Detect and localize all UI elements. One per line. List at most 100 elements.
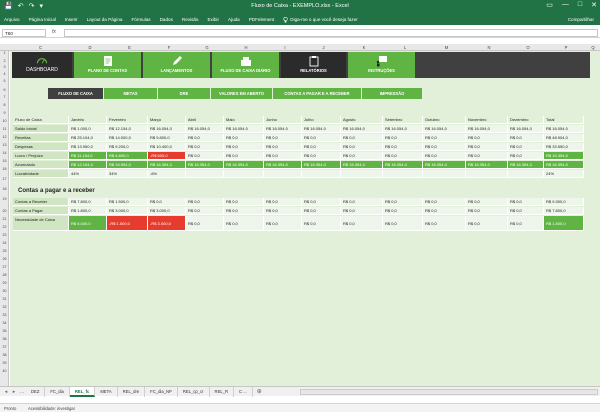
value-cell[interactable]: R$ 0,0	[148, 198, 186, 206]
value-cell[interactable]: R$ 16.054,0	[508, 125, 544, 133]
value-cell[interactable]: R$ 9.800,0	[148, 134, 186, 142]
ribbon-display-icon[interactable]: ▭	[546, 2, 553, 9]
nav-plano-de-contas[interactable]: PLANO DE CONTAS	[74, 52, 141, 78]
value-cell[interactable]: R$ 25.104,0	[69, 134, 107, 142]
value-cell[interactable]	[341, 170, 383, 178]
value-cell[interactable]: R$ 0,0	[341, 216, 383, 231]
value-cell[interactable]: R$ 15.354,0	[544, 152, 584, 160]
row-label[interactable]: Lucro / Prejuízo	[13, 152, 69, 160]
tab-exibir[interactable]: Exibir	[207, 17, 219, 22]
row-header[interactable]: 15	[2, 159, 7, 163]
value-cell[interactable]	[302, 170, 341, 178]
nav-relatorios[interactable]: RELATÓRIOS	[281, 52, 346, 78]
column-header[interactable]: J	[322, 45, 325, 50]
tab-dados[interactable]: Dados	[159, 17, 173, 22]
value-cell[interactable]: R$ 0,0	[508, 143, 544, 151]
subnav-fluxo-de-caixa[interactable]: FLUXO DE CAIXA	[48, 88, 103, 99]
value-cell[interactable]: R$ 1.800,0	[69, 207, 107, 215]
row-header[interactable]: 12	[2, 135, 7, 139]
tab-arquivo[interactable]: Arquivo	[4, 17, 20, 22]
sheet-tab[interactable]: FC_dia_NP	[145, 386, 178, 397]
more-tabs-icon[interactable]: …	[19, 388, 25, 395]
column-header[interactable]: D	[88, 45, 92, 50]
row-label[interactable]: Acumulado	[13, 161, 69, 169]
column-title[interactable]: Fevereiro	[107, 116, 148, 124]
row-header[interactable]: 37	[2, 345, 7, 349]
column-title[interactable]: Janeiro	[69, 116, 107, 124]
value-cell[interactable]: R$ 0,0	[383, 207, 423, 215]
row-header[interactable]: 2	[3, 59, 6, 63]
value-cell[interactable]: R$ 0,0	[383, 198, 423, 206]
value-cell[interactable]	[186, 170, 224, 178]
fx-icon[interactable]: fx	[52, 29, 56, 35]
row-header[interactable]: 14	[2, 151, 7, 155]
accessibility-status[interactable]: Acessibilidade: investigar	[28, 406, 76, 411]
value-cell[interactable]: R$ 0,0	[186, 152, 224, 160]
value-cell[interactable]: R$ 7.800,0	[544, 207, 584, 215]
row-header[interactable]: 36	[2, 337, 7, 341]
row-header[interactable]: 35	[2, 329, 7, 333]
value-cell[interactable]: R$ 0,0	[466, 216, 508, 231]
value-cell[interactable]: R$ 0,0	[302, 152, 341, 160]
row-header[interactable]: 24	[2, 241, 7, 245]
value-cell[interactable]: R$ 0,0	[341, 152, 383, 160]
row-header[interactable]: 7	[3, 95, 6, 99]
column-header[interactable]: Q	[591, 45, 595, 50]
value-cell[interactable]: R$ 7.800,0	[69, 198, 107, 206]
tab-formulas[interactable]: Fórmulas	[131, 17, 151, 22]
undo-icon[interactable]: ↶	[17, 3, 24, 10]
row-header[interactable]: 22	[2, 225, 7, 229]
row-header[interactable]: 10	[2, 119, 7, 123]
sheet-tab[interactable]: FC_dia	[45, 386, 70, 397]
row-header[interactable]: 9	[3, 111, 6, 115]
sheet-tab[interactable]: C ...	[234, 386, 253, 397]
value-cell[interactable]: R$ 0,0	[264, 143, 302, 151]
value-cell[interactable]: R$ 0,0	[224, 134, 264, 142]
row-label[interactable]: Saldo Inicial	[13, 125, 69, 133]
tab-revisao[interactable]: Revisão	[181, 17, 199, 22]
row-header[interactable]: 26	[2, 257, 7, 261]
value-cell[interactable]: R$ 0,0	[466, 134, 508, 142]
value-cell[interactable]: R$ 0,0	[264, 152, 302, 160]
save-icon[interactable]: 💾	[4, 3, 13, 10]
value-cell[interactable]: R$ 0,0	[302, 198, 341, 206]
value-cell[interactable]: R$ 0,0	[466, 143, 508, 151]
value-cell[interactable]: R$ 0,0	[186, 207, 224, 215]
row-header[interactable]: 16	[2, 167, 7, 171]
dashboard-button[interactable]: DASHBOARD	[12, 52, 72, 78]
sheet-tab[interactable]: REL_cp_cr	[178, 386, 210, 397]
value-cell[interactable]: R$ 16.054,0	[186, 125, 224, 133]
value-cell[interactable]	[224, 170, 264, 178]
subnav-contas-pagar-receber[interactable]: CONTAS A PAGAR E A RECEBER	[273, 88, 361, 99]
tab-layout[interactable]: Layout da Página	[86, 17, 123, 22]
value-cell[interactable]: R$ 0,0	[508, 134, 544, 142]
value-cell[interactable]: R$ 0,0	[383, 152, 423, 160]
row-header[interactable]: 30	[2, 289, 7, 293]
customize-icon[interactable]: ▾	[39, 3, 43, 10]
value-cell[interactable]: R$ 0,0	[466, 152, 508, 160]
horizontal-scrollbar[interactable]	[300, 389, 598, 395]
column-header[interactable]: I	[284, 45, 286, 50]
row-header[interactable]: 21	[2, 217, 7, 221]
value-cell[interactable]: R$ 11.154,0	[69, 152, 107, 160]
value-cell[interactable]: R$ 0,0	[383, 134, 423, 142]
column-title[interactable]: Fluxo de Caixa	[13, 116, 69, 124]
row-header[interactable]: 19	[2, 197, 7, 201]
row-header[interactable]: 33	[2, 313, 7, 317]
row-header[interactable]: 25	[2, 249, 7, 253]
value-cell[interactable]: R$ 0,0	[186, 216, 224, 231]
redo-icon[interactable]: ↷	[28, 3, 35, 10]
value-cell[interactable]: R$ 0,0	[423, 143, 466, 151]
column-header[interactable]: P	[564, 45, 568, 50]
row-header[interactable]: 4	[3, 72, 6, 76]
value-cell[interactable]: R$ 12.154,0	[107, 125, 148, 133]
value-cell[interactable]: R$ 1.000,0	[69, 125, 107, 133]
value-cell[interactable]: R$ 16.054,0	[148, 125, 186, 133]
value-cell[interactable]: R$ 0,0	[186, 198, 224, 206]
column-title[interactable]: Outubro	[423, 116, 466, 124]
column-title[interactable]: Novembro	[466, 116, 508, 124]
value-cell[interactable]: R$ 16.054,0	[466, 125, 508, 133]
formula-input[interactable]	[64, 29, 598, 37]
value-cell[interactable]: R$ 0,0	[224, 198, 264, 206]
value-cell[interactable]: R$ 48.904,0	[544, 134, 584, 142]
